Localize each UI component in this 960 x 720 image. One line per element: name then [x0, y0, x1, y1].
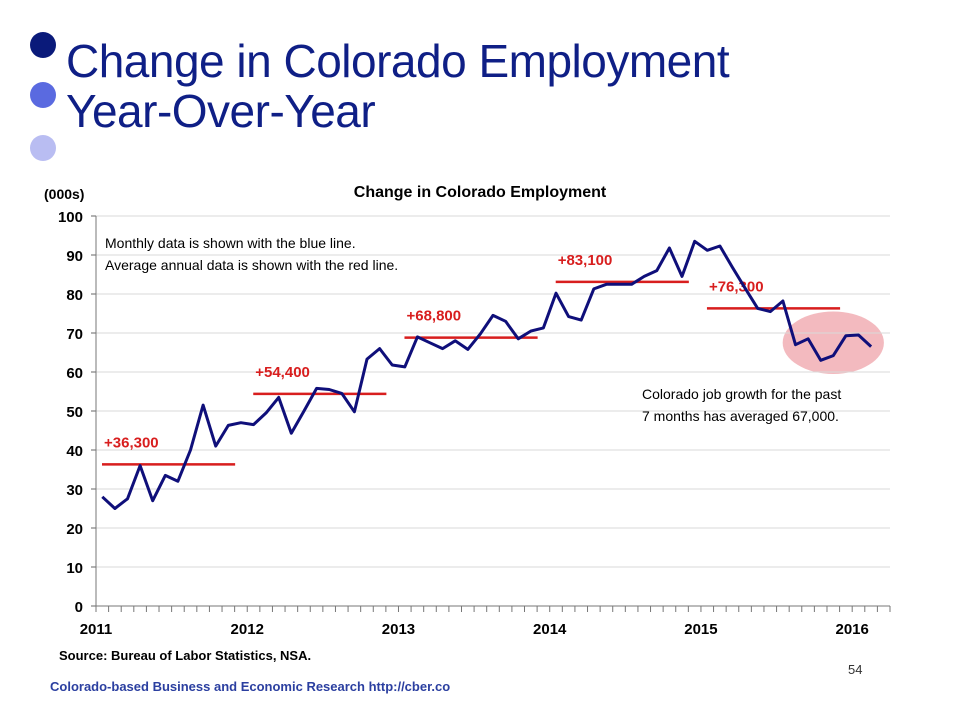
annual-average-label: +76,300 [709, 278, 764, 295]
y-tick-label: 40 [66, 443, 83, 460]
monthly-change-line [101, 239, 873, 510]
page-number: 54 [848, 662, 863, 677]
slide-title-line-1: Change in Colorado Employment [66, 35, 730, 87]
annotation-monthly-note: Monthly data is shown with the blue line… [105, 235, 356, 251]
y-tick-label: 20 [66, 521, 83, 538]
y-tick-label: 80 [66, 287, 83, 304]
annotation-growth-note-1: Colorado job growth for the past [642, 386, 841, 402]
x-tick-label: 2014 [533, 621, 567, 638]
bullet-dot-dark [30, 32, 56, 58]
y-tick-label: 60 [66, 365, 83, 382]
bullet-dot-light [30, 135, 56, 161]
annual-average-label: +83,100 [558, 252, 613, 269]
source-note: Source: Bureau of Labor Statistics, NSA. [59, 648, 312, 663]
annotation-annual-note: Average annual data is shown with the re… [105, 257, 398, 273]
x-tick-label: 2016 [836, 621, 869, 638]
y-tick-label: 90 [66, 248, 83, 265]
y-tick-label: 0 [75, 599, 83, 616]
bullet-dot-medium [30, 82, 56, 108]
x-tick-label: 2015 [684, 621, 717, 638]
annual-average-label: +54,400 [255, 364, 310, 381]
slide-title-line-2: Year-Over-Year [66, 85, 376, 137]
y-tick-label: 70 [66, 326, 83, 343]
x-tick-label: 2012 [231, 621, 264, 638]
annual-average-label: +68,800 [406, 308, 461, 325]
recent-months-highlight [782, 311, 884, 374]
chart-title: Change in Colorado Employment [354, 184, 607, 201]
annotation-growth-note-2: 7 months has averaged 67,000. [642, 408, 839, 424]
slide-title: Change in Colorado Employment Year-Over-… [66, 36, 926, 136]
y-tick-label: 100 [58, 209, 83, 226]
y-axis-label: (000s) [44, 186, 84, 202]
annual-average-label: +36,300 [104, 434, 159, 451]
x-tick-label: 2013 [382, 621, 415, 638]
y-tick-label: 50 [66, 404, 83, 421]
footer-credit: Colorado-based Business and Economic Res… [50, 679, 451, 694]
y-tick-label: 30 [66, 482, 83, 499]
y-tick-label: 10 [66, 560, 83, 577]
x-tick-label: 2011 [80, 621, 113, 638]
